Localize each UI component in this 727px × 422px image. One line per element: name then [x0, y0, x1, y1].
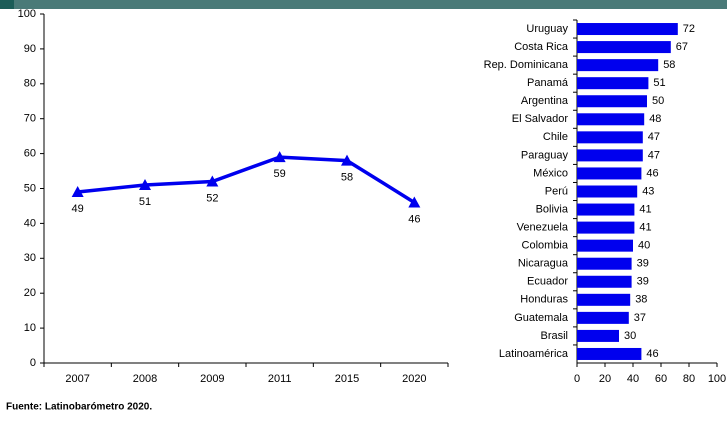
value-label: 30: [624, 330, 636, 342]
marker: [273, 151, 286, 163]
bar: [577, 95, 647, 108]
y-tick-label: 90: [24, 43, 36, 55]
marker: [341, 154, 353, 166]
y-tick-label: 70: [24, 113, 36, 125]
y-tick-label: Rep. Dominicana: [484, 59, 569, 71]
bar: [577, 131, 643, 144]
value-label: 58: [341, 171, 353, 183]
value-label: 41: [639, 222, 651, 234]
y-tick-label: 10: [24, 322, 36, 334]
y-tick-label: Perú: [545, 185, 568, 197]
y-tick-label: Bolivia: [536, 203, 569, 215]
x-tick-label: 2007: [65, 373, 89, 385]
x-tick-label: 60: [655, 373, 667, 385]
value-label: 47: [648, 131, 660, 143]
value-label: 39: [637, 258, 649, 270]
y-tick-label: 20: [24, 287, 36, 299]
value-label: 38: [635, 294, 647, 306]
value-label: 40: [638, 240, 650, 252]
footer: Fuente: Latinobarómetro 2020.: [6, 402, 152, 413]
bar: [577, 59, 659, 72]
y-tick-label: Latinoamérica: [499, 348, 569, 360]
value-label: 72: [683, 23, 695, 35]
y-tick-label: México: [533, 167, 568, 179]
y-tick-label: Costa Rica: [514, 41, 569, 53]
y-tick-label: 50: [24, 182, 36, 194]
value-label: 46: [646, 167, 658, 179]
value-label: 43: [642, 185, 654, 197]
value-label: 67: [676, 41, 688, 53]
header-icon: [0, 0, 14, 9]
bar: [577, 329, 619, 342]
marker: [206, 175, 219, 187]
y-tick-label: Honduras: [520, 294, 568, 306]
x-tick-label: 2008: [133, 373, 157, 385]
value-label: 50: [652, 95, 664, 107]
y-tick-label: Brasil: [540, 330, 568, 342]
y-tick-label: 30: [24, 252, 36, 264]
value-label: 41: [639, 203, 651, 215]
header-strip: [0, 0, 727, 9]
bar: [577, 149, 643, 162]
bar: [577, 293, 631, 306]
y-tick-label: 100: [18, 8, 36, 20]
x-tick-label: 2015: [335, 373, 359, 385]
bar: [577, 41, 671, 54]
bar: [577, 257, 632, 270]
bar: [577, 113, 645, 126]
bar: [577, 77, 649, 90]
bar: [577, 185, 638, 198]
bar: [577, 311, 629, 324]
x-tick-label: 2009: [200, 373, 224, 385]
y-tick-label: Venezuela: [517, 222, 569, 234]
value-label: 52: [206, 192, 218, 204]
bar: [577, 275, 632, 288]
y-tick-label: Paraguay: [521, 149, 569, 161]
y-tick-label: Chile: [543, 131, 568, 143]
x-tick-label: 2020: [402, 373, 426, 385]
value-label: 49: [72, 203, 84, 215]
y-tick-label: El Salvador: [512, 113, 569, 125]
value-label: 46: [408, 213, 420, 225]
y-tick-label: 80: [24, 78, 36, 90]
y-tick-label: 0: [30, 357, 36, 369]
x-tick-label: 0: [574, 373, 580, 385]
x-tick-label: 100: [708, 373, 726, 385]
y-tick-label: Ecuador: [527, 276, 568, 288]
bar: [577, 203, 635, 216]
value-label: 39: [637, 276, 649, 288]
value-label: 37: [634, 312, 646, 324]
y-tick-label: 60: [24, 148, 36, 160]
value-label: 59: [274, 168, 286, 180]
value-label: 51: [653, 77, 665, 89]
bar: [577, 23, 678, 36]
bar: [577, 167, 642, 180]
bar: [577, 221, 635, 234]
value-label: 58: [663, 59, 675, 71]
y-tick-label: Uruguay: [526, 23, 568, 35]
y-tick-label: Colombia: [522, 240, 569, 252]
x-tick-label: 20: [599, 373, 611, 385]
y-tick-label: Panamá: [527, 77, 569, 89]
y-tick-label: 40: [24, 217, 36, 229]
value-label: 51: [139, 196, 151, 208]
x-tick-label: 40: [627, 373, 639, 385]
y-tick-label: Nicaragua: [518, 258, 569, 270]
value-label: 47: [648, 149, 660, 161]
value-label: 46: [646, 348, 658, 360]
x-tick-label: 2011: [268, 373, 292, 385]
value-label: 48: [649, 113, 661, 125]
x-tick-label: 80: [683, 373, 695, 385]
marker: [139, 179, 151, 191]
marker: [408, 196, 421, 208]
y-tick-label: Argentina: [521, 95, 569, 107]
bar: [577, 347, 642, 360]
marker: [71, 185, 84, 197]
y-tick-label: Guatemala: [514, 312, 569, 324]
line: [77, 155, 416, 204]
bar: [577, 239, 633, 252]
